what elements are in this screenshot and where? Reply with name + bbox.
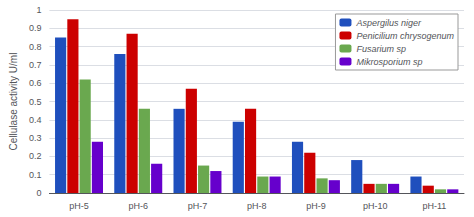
- svg-text:0.3: 0.3: [29, 133, 42, 143]
- svg-text:pH-9: pH-9: [306, 201, 326, 211]
- svg-text:pH-11: pH-11: [422, 201, 446, 211]
- svg-text:0.2: 0.2: [29, 151, 42, 161]
- svg-text:Mikrosporium sp: Mikrosporium sp: [356, 57, 422, 67]
- svg-text:pH-7: pH-7: [188, 201, 208, 211]
- svg-text:0.6: 0.6: [29, 78, 42, 88]
- svg-text:0: 0: [36, 188, 41, 198]
- svg-text:1: 1: [36, 5, 41, 15]
- svg-text:pH-8: pH-8: [247, 201, 267, 211]
- svg-text:0.9: 0.9: [29, 23, 42, 33]
- svg-text:pH-5: pH-5: [69, 201, 89, 211]
- svg-text:0.7: 0.7: [29, 60, 42, 70]
- svg-text:Aspergilus niger: Aspergilus niger: [355, 18, 422, 28]
- svg-text:0.8: 0.8: [29, 42, 42, 52]
- svg-text:Fusarium sp: Fusarium sp: [356, 44, 406, 54]
- svg-text:Cellulase activity U/ml: Cellulase activity U/ml: [8, 53, 19, 151]
- svg-text:0.4: 0.4: [29, 115, 42, 125]
- svg-text:0.1: 0.1: [29, 170, 42, 180]
- svg-text:pH-10: pH-10: [363, 201, 388, 211]
- svg-text:0.5: 0.5: [29, 97, 42, 107]
- svg-text:pH-6: pH-6: [128, 201, 148, 211]
- svg-text:Penicilium chrysogenum: Penicilium chrysogenum: [356, 31, 454, 41]
